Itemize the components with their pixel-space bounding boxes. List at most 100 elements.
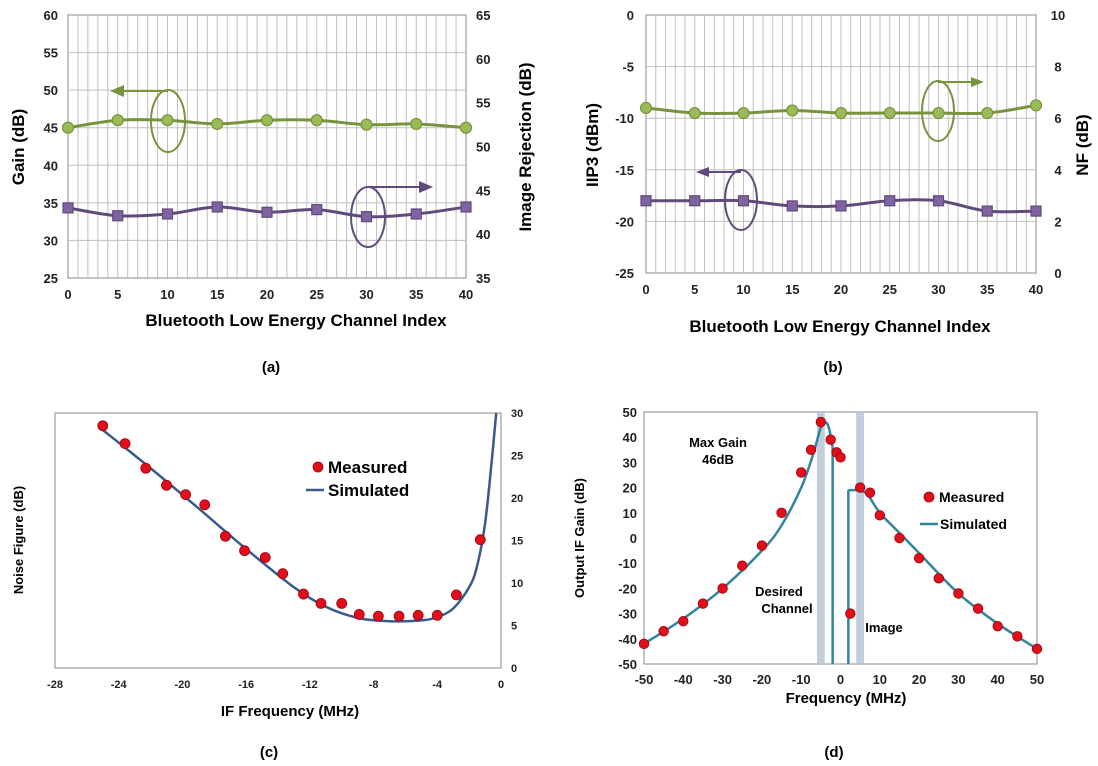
panel-d-measured-point <box>972 603 984 614</box>
panel-d-y-tick-label: 30 <box>623 455 637 470</box>
panel-d-x-tick-label: -50 <box>635 672 654 687</box>
panel-a-data-point <box>460 201 472 213</box>
panel-a-y-tick-label: 60 <box>44 8 58 23</box>
panel-d-measured-point <box>796 467 807 478</box>
panel-c-measured-point <box>277 568 289 580</box>
panel-c-x-tick-label: -16 <box>238 679 254 691</box>
panel-b-data-point <box>1029 99 1043 112</box>
panel-a-data-point <box>410 117 423 131</box>
panel-a-data-point <box>311 204 323 216</box>
panel-c-plot-frame <box>54 412 502 669</box>
panel-d-annotation-max-gain-value: 46dB <box>702 452 734 467</box>
panel-a-y-tick-label: 55 <box>44 46 58 61</box>
panel-b-x-tick-label: 5 <box>691 282 698 297</box>
panel-c-y-axis-title: Noise Figure (dB) <box>11 486 26 594</box>
panel-b-data-point <box>932 195 945 207</box>
panel-c-legend-measured-label: Measured <box>328 458 407 477</box>
panel-c-y2-tick-label: 5 <box>511 621 517 633</box>
panel-a-x-tick-label: 15 <box>210 287 224 302</box>
panel-b-data-point <box>737 106 750 120</box>
panel-a-series <box>61 114 473 223</box>
panel-b-y2-tick-label: 6 <box>1054 111 1061 126</box>
panel-d-measured-point <box>737 560 748 571</box>
panel-d-measured-point <box>854 482 866 493</box>
panel-a-x-tick-label: 10 <box>160 287 174 302</box>
panel-d-legend-measured-marker <box>923 491 935 503</box>
panel-c-measured-point <box>336 598 348 609</box>
panel-d-y-tick-label: 50 <box>623 405 637 420</box>
panel-d-measured-point <box>1031 643 1043 655</box>
panel-a-y2-tick-label: 50 <box>476 140 490 155</box>
panel-d-measured-point <box>756 540 768 551</box>
panel-d-x-tick-label: 0 <box>837 672 844 687</box>
panel-c-y2-tick-label: 30 <box>511 408 523 420</box>
panel-c-measured-point <box>140 462 152 474</box>
panel-c-label: (c) <box>260 744 278 761</box>
panel-a-y-axis-title: Gain (dB) <box>9 109 28 186</box>
panel-a-y-tick-label: 25 <box>44 271 58 286</box>
panel-b-tick-labels: -25 -20 -15 -10 -5 0 0 2 4 6 8 10 0 5 10 15 20 25 30 35 40 <box>615 8 1065 297</box>
panel-c-measured-point <box>353 609 365 620</box>
panel-a-y-tick-label: 35 <box>44 196 58 211</box>
panel-a-data-point <box>161 114 174 127</box>
panel-b-y2-tick-label: 4 <box>1054 163 1062 178</box>
panel-c-measured-point <box>259 552 271 563</box>
panel-a-data-point <box>360 118 373 131</box>
panel-d-measured-point <box>953 588 964 599</box>
panel-d-y-tick-label: -10 <box>618 556 637 571</box>
panel-d-measured-point <box>805 444 817 456</box>
panel-d-y-axis-title: Output IF Gain (dB) <box>572 478 587 598</box>
panel-b-data-point <box>786 104 799 117</box>
panel-c-chart: -28 -24 -20 -16 -12 -8 -4 00 5 10 15 20 25 30 IF Freq… <box>11 408 523 761</box>
panel-d-measured-point <box>864 487 876 498</box>
panel-d-measured-point <box>815 416 827 428</box>
panel-b-x-tick-label: 15 <box>785 282 799 297</box>
panel-d-legend-simulated-label: Simulated <box>940 516 1007 532</box>
panel-d-annotation-desired: Desired <box>755 584 803 599</box>
panel-d-x-tick-label: 30 <box>951 672 965 687</box>
panel-b-grid <box>646 15 1036 273</box>
panel-b-y2-tick-label: 8 <box>1054 60 1061 75</box>
panel-a-data-point <box>410 208 422 220</box>
panel-d-x-tick-label: -30 <box>713 672 732 687</box>
panel-d-annotation-max-gain: Max Gain <box>689 435 747 450</box>
panel-a-y2-tick-label: 45 <box>476 183 490 198</box>
panel-c-measured-point <box>450 589 462 601</box>
panel-d-channel-bands <box>816 412 865 664</box>
panel-c-measured-point <box>315 598 327 609</box>
panel-d-x-tick-label: -10 <box>792 672 811 687</box>
panel-d-x-tick-label: 10 <box>873 672 887 687</box>
panel-b-iip3-series-ellipse <box>724 169 758 231</box>
panel-c-legend-measured-marker <box>312 461 324 473</box>
panel-a-data-point <box>62 202 74 214</box>
panel-b-x-tick-label: 0 <box>642 282 649 297</box>
panel-d-x-axis-title: Frequency (MHz) <box>786 690 907 707</box>
panel-a-y-tick-label: 40 <box>44 158 58 173</box>
panel-c-legend: Measured Simulated <box>306 458 409 500</box>
panel-d-legend: Measured Simulated <box>920 489 1007 532</box>
panel-b-data-point <box>835 200 847 212</box>
panel-b-data-point <box>932 106 945 120</box>
panel-a-data-point <box>310 114 323 127</box>
panel-d-measured-point <box>825 434 836 445</box>
panel-a-x-tick-label: 0 <box>64 287 71 302</box>
panel-a-y2-tick-label: 60 <box>476 52 490 67</box>
panel-c-y2-tick-label: 10 <box>511 578 523 590</box>
panel-d-measured-point <box>658 626 669 637</box>
panel-b-data-point <box>689 195 701 207</box>
panel-d-image-band <box>856 412 865 664</box>
panel-c-x-axis-title: IF Frequency (MHz) <box>221 703 359 720</box>
panel-c-measured-point <box>161 479 172 491</box>
panel-b-x-tick-label: 20 <box>834 282 848 297</box>
panel-a-y2-tick-label: 65 <box>476 8 490 23</box>
panel-c-x-tick-label: -28 <box>47 679 63 691</box>
panel-a-x-tick-label: 20 <box>260 287 274 302</box>
panel-a-data-point <box>211 117 224 131</box>
panel-b-y2-axis-title: NF (dB) <box>1073 114 1092 175</box>
panel-b-y2-tick-label: 10 <box>1051 8 1065 23</box>
panel-a-x-tick-label: 5 <box>114 287 121 302</box>
panel-b-chart: -25 -20 -15 -10 -5 0 0 2 4 6 8 10 0 5 10 15 20 25 30 35 40 B… <box>583 8 1092 376</box>
panel-d-measured-point <box>845 608 856 619</box>
panel-c-measured-point <box>97 420 109 432</box>
